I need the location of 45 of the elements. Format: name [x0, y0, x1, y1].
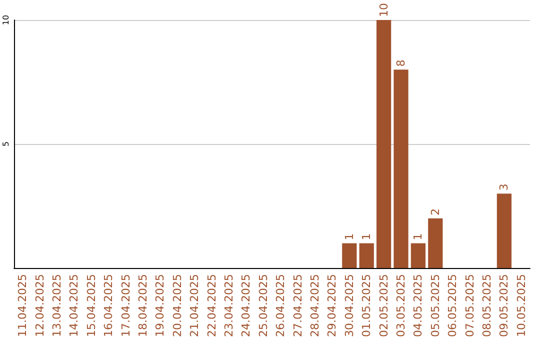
x-tick-label: 22.04.2025 — [205, 274, 218, 338]
x-tick-label: 18.04.2025 — [136, 274, 150, 338]
x-tick-label: 08.05.2025 — [480, 274, 494, 338]
data-label: 8 — [394, 60, 408, 67]
bar — [410, 243, 426, 268]
x-tick-label: 26.04.2025 — [274, 274, 288, 338]
data-label: 1 — [412, 233, 425, 240]
x-tick-label: 11.04.2025 — [16, 274, 30, 338]
x-tick-label: 25.04.2025 — [256, 274, 270, 338]
x-tick-label: 20.04.2025 — [170, 274, 184, 338]
x-tick-label: 12.04.2025 — [33, 274, 46, 338]
data-label: 1 — [360, 233, 374, 240]
bar — [359, 243, 374, 268]
x-tick-label: 14.04.2025 — [68, 274, 81, 338]
x-tick-label: 21.04.2025 — [188, 274, 202, 338]
x-tick-label: 15.04.2025 — [84, 274, 98, 338]
x-tick-label: 01.05.2025 — [360, 274, 374, 338]
x-tick-label: 10.05.2025 — [514, 274, 528, 338]
data-label: 2 — [428, 208, 442, 216]
x-tick-label: 23.04.2025 — [222, 274, 236, 338]
x-tick-label: 09.05.2025 — [498, 274, 511, 338]
y-tick-label: 5 — [2, 141, 10, 147]
bar — [342, 243, 357, 268]
data-label: 3 — [498, 184, 511, 191]
x-tick-label: 02.05.2025 — [377, 274, 390, 338]
x-tick-label: 30.04.2025 — [342, 274, 356, 338]
data-label: 10 — [377, 3, 390, 17]
bar — [394, 70, 408, 268]
bar — [496, 194, 512, 268]
x-tick-label: 27.04.2025 — [291, 274, 304, 338]
x-tick-label: 17.04.2025 — [119, 274, 132, 338]
x-tick-label: 19.04.2025 — [154, 274, 167, 338]
bar — [376, 20, 392, 268]
x-tick-label: 24.04.2025 — [240, 274, 253, 338]
x-tick-label: 29.04.2025 — [326, 274, 339, 338]
x-tick-label: 03.05.2025 — [394, 274, 408, 338]
x-tick-label: 06.05.2025 — [446, 274, 460, 338]
x-tick-label: 07.05.2025 — [463, 274, 476, 338]
x-tick-label: 28.04.2025 — [308, 274, 322, 338]
x-tick-label: 05.05.2025 — [428, 274, 442, 338]
x-tick-label: 16.04.2025 — [102, 274, 116, 338]
x-tick-label: 13.04.2025 — [50, 274, 64, 338]
data-label: 1 — [342, 233, 356, 240]
bar — [428, 218, 443, 268]
x-tick-label: 04.05.2025 — [412, 274, 425, 338]
